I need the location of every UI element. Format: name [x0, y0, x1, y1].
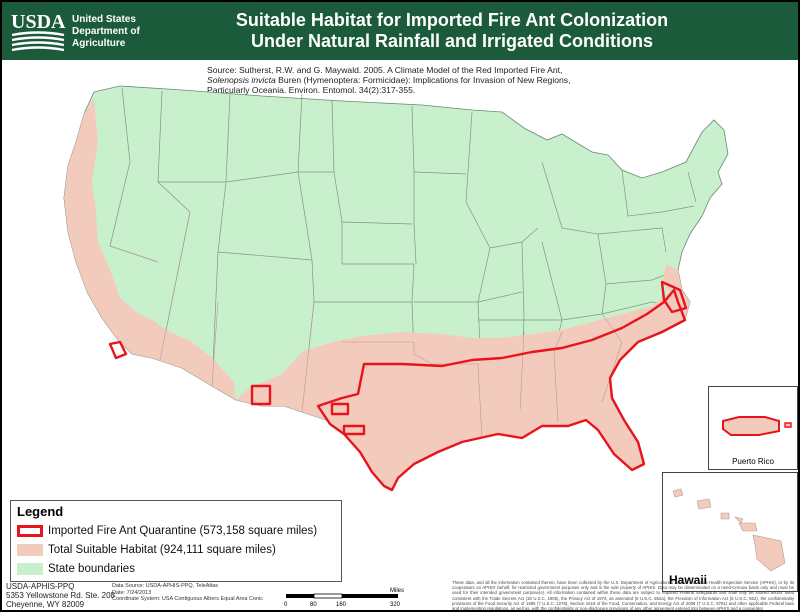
puerto-rico-map: [722, 416, 792, 436]
usda-logo: USDA: [11, 11, 66, 52]
quarantine-layer: [108, 280, 688, 492]
scale-bar: Miles 0 80 160 320: [284, 588, 404, 608]
habitat-pacific-coast: [64, 98, 236, 400]
scale-unit: Miles: [390, 588, 404, 594]
footer-data-source: Data Source: USDA-APHIS-PPQ, TeleAtlas: [112, 583, 218, 589]
quarantine-nm-block: [250, 384, 272, 406]
legend-item-states: State boundaries: [17, 561, 135, 577]
header-banner: USDA United States Department of Agricul…: [2, 2, 798, 60]
source-citation: Source: Sutherst, R.W. and G. Maywald. 2…: [207, 65, 597, 95]
legend-title: Legend: [17, 504, 64, 519]
agency-line-1: United States: [72, 14, 136, 25]
quarantine-carolinas: [660, 280, 688, 314]
legend-label-states: State boundaries: [48, 563, 135, 575]
agency-line-2: Department of: [72, 26, 140, 37]
footer-agency: USDA-APHIS-PPQ 5353 Yellowstone Rd. Ste.…: [6, 582, 115, 609]
footer-date: Date: 7/24/2013: [112, 589, 152, 596]
state-swatch: [17, 563, 43, 575]
quarantine-southeast: [316, 288, 687, 492]
source-line-1: Source: Sutherst, R.W. and G. Maywald. 2…: [207, 65, 563, 75]
disclaimer: These data, and all the information cont…: [452, 580, 794, 610]
source-line-2: Solenopsis invicta Buren (Hymenoptera: F…: [207, 75, 597, 85]
usda-logo-text: USDA: [11, 11, 66, 33]
legend-label-quarantine: Imported Fire Ant Quarantine (573,158 sq…: [48, 525, 318, 537]
species-name: Solenopsis invicta: [207, 75, 276, 85]
scale-tick-2: 160: [336, 602, 347, 608]
agency-name: United States Department of Agriculture: [72, 14, 140, 50]
source-line-2-rest: Buren (Hymenoptera: Formicidae): Implica…: [275, 75, 571, 85]
map-title: Suitable Habitat for Imported Fire Ant C…: [152, 10, 752, 52]
hawaii-label: Hawaii: [669, 573, 708, 587]
hawaii-inset: Hawaii: [662, 472, 798, 592]
scale-tick-0: 0: [284, 602, 288, 608]
agency-line-3: Agriculture: [72, 38, 126, 49]
scale-tick-1: 80: [310, 602, 317, 608]
legend-item-quarantine: Imported Fire Ant Quarantine (573,158 sq…: [17, 523, 317, 539]
puerto-rico-inset: Puerto Rico: [708, 386, 798, 470]
quarantine-swatch: [17, 525, 43, 537]
footer-coord-system: Coordinate System: USA Contiguous Albers…: [112, 596, 264, 602]
quarantine-tx-block-2: [342, 424, 366, 436]
hawaii-map: [672, 488, 786, 572]
map-title-line-1: Suitable Habitat for Imported Fire Ant C…: [235, 10, 669, 30]
legend: Legend Imported Fire Ant Quarantine (573…: [10, 500, 342, 582]
habitat-swatch: [17, 544, 43, 556]
footer-agency-line-3: Cheyenne, WY 82009: [6, 600, 85, 609]
footer-metadata: Data Source: USDA-APHIS-PPQ, TeleAtlas D…: [112, 583, 263, 603]
habitat-state-lines: [109, 211, 623, 439]
map-title-line-2: Under Natural Rainfall and Irrigated Con…: [250, 31, 654, 51]
source-line-3: Particularly Oceania. Environ. Entomol. …: [207, 85, 416, 95]
legend-label-habitat: Total Suitable Habitat (924,111 square m…: [48, 544, 276, 556]
footer-agency-line-1: USDA-APHIS-PPQ: [6, 582, 75, 591]
puerto-rico-label: Puerto Rico: [732, 457, 774, 466]
quarantine-tx-block-1: [330, 402, 350, 416]
legend-item-habitat: Total Suitable Habitat (924,111 square m…: [17, 542, 276, 558]
scale-tick-3: 320: [390, 602, 401, 608]
quarantine-ca-block: [108, 340, 128, 360]
habitat-southern-band: [236, 278, 690, 490]
footer-agency-line-2: 5353 Yellowstone Rd. Ste. 208: [6, 591, 115, 600]
